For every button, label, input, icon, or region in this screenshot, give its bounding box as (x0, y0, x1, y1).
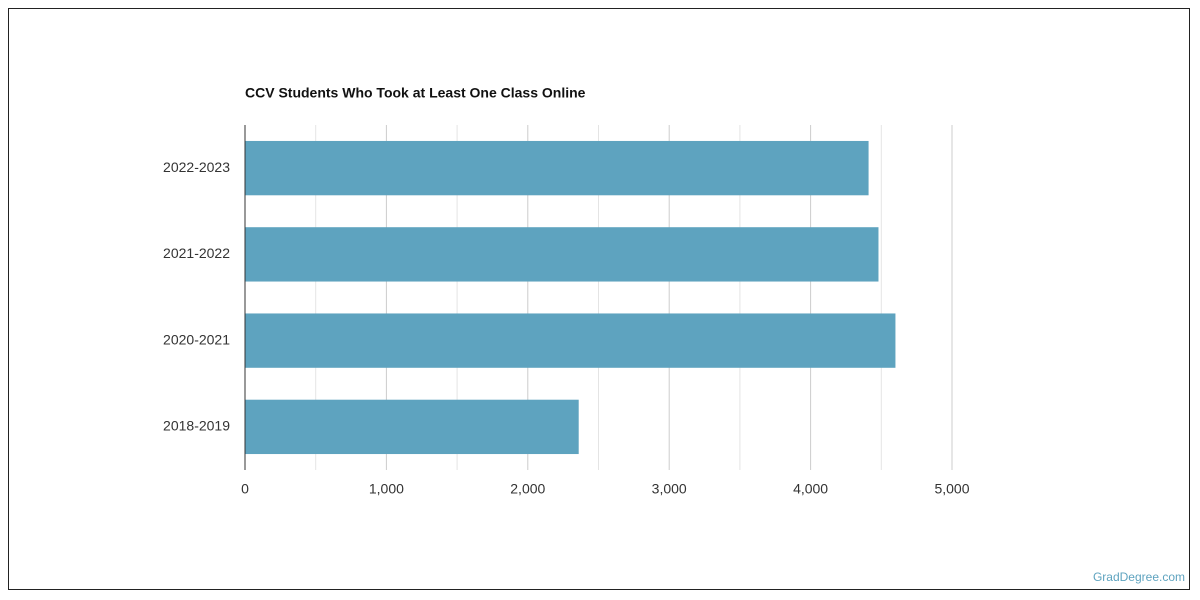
bar (245, 140, 869, 196)
x-tick-label: 1,000 (369, 481, 404, 497)
y-tick-label: 2021-2022 (163, 245, 230, 261)
watermark: GradDegree.com (1093, 570, 1185, 584)
x-tick-label: 5,000 (934, 481, 969, 497)
x-tick-label: 4,000 (793, 481, 828, 497)
x-tick-label: 0 (241, 481, 249, 497)
bar (245, 313, 896, 368)
y-tick-label: 2022-2023 (163, 159, 230, 175)
chart-title: CCV Students Who Took at Least One Class… (245, 85, 586, 101)
bar (245, 227, 879, 282)
y-tick-label: 2018-2019 (163, 418, 230, 434)
x-tick-label: 3,000 (652, 481, 687, 497)
y-tick-label: 2020-2021 (163, 331, 230, 347)
bar (245, 399, 579, 455)
x-tick-label: 2,000 (510, 481, 545, 497)
